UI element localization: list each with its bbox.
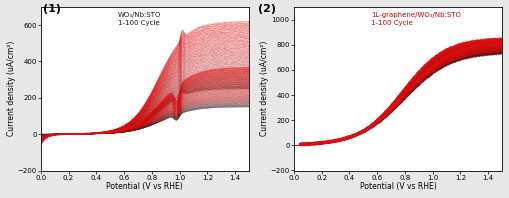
Text: 1L-graphene/WO₃/Nb:STO
1-100 Cycle: 1L-graphene/WO₃/Nb:STO 1-100 Cycle (371, 12, 461, 26)
X-axis label: Potential (V vs RHE): Potential (V vs RHE) (359, 182, 436, 191)
Text: (1): (1) (43, 4, 61, 14)
X-axis label: Potential (V vs RHE): Potential (V vs RHE) (106, 182, 183, 191)
Text: WO₃/Nb:STO
1-100 Cycle: WO₃/Nb:STO 1-100 Cycle (118, 12, 161, 26)
Y-axis label: Current density (uA/cm²): Current density (uA/cm²) (7, 41, 16, 136)
Y-axis label: Current density (uA/cm²): Current density (uA/cm²) (260, 41, 269, 136)
Text: (2): (2) (259, 4, 276, 14)
